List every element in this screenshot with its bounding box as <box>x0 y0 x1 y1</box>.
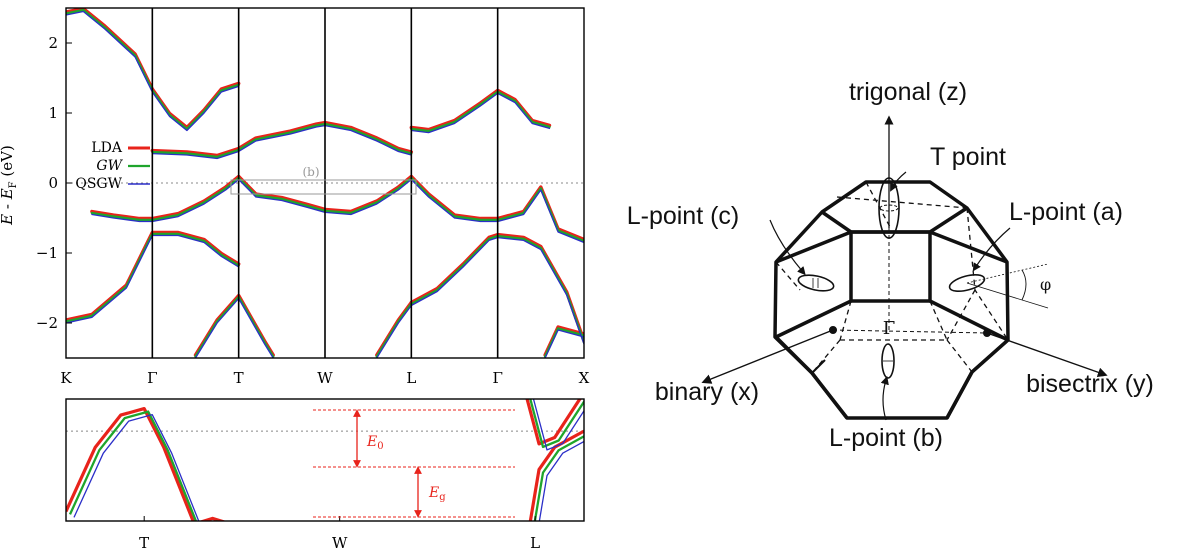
zoom-band-2-L-cond <box>532 399 584 451</box>
zoom-band-0-L-val <box>528 429 584 521</box>
zoom-panel: T W L E0 Eg <box>65 398 585 552</box>
zoom-band-2-T-hump <box>73 413 200 521</box>
brillouin-zone-diagram <box>701 115 1108 421</box>
legend-label-gw: GW <box>96 158 123 174</box>
l-point-a-ellipsoid <box>948 273 986 293</box>
band-gw-2 <box>90 176 240 222</box>
t-point-label: T point <box>930 143 1006 171</box>
e0-label: E0 <box>366 434 384 452</box>
t-point-ellipsoid <box>878 177 900 239</box>
band-gw-10 <box>375 302 413 358</box>
band-gw-9 <box>194 295 275 358</box>
band-gw-11 <box>543 327 584 358</box>
l-point-b-leader <box>880 375 889 421</box>
zoom-band-1-L-val <box>533 434 584 521</box>
y-axis-label: E - EF (eV) <box>0 145 19 226</box>
phi-label: φ <box>1040 275 1051 294</box>
bz-front-edge <box>821 206 968 234</box>
bz-lower-faces <box>811 359 986 374</box>
bisectrix-axis <box>986 332 1108 377</box>
binary-axis <box>701 329 834 384</box>
gamma-label: Γ <box>883 318 896 339</box>
zoom-frame <box>65 398 585 522</box>
band-gw-8 <box>410 90 551 133</box>
phi-arc <box>1021 269 1027 301</box>
zoom-band-1-L-cond <box>529 399 584 449</box>
bz-labels: trigonal (z) T point L-point (a) L-point… <box>627 78 1154 452</box>
band-gw-1 <box>66 232 240 323</box>
bz-edges <box>775 230 1009 342</box>
k-label-3: W <box>317 369 333 387</box>
l-point-c-ellipsoid <box>797 274 835 292</box>
band-lda-2 <box>90 174 241 221</box>
inset-region-box <box>230 179 417 195</box>
zoom-k-label-2: L <box>530 534 540 552</box>
band-qsgw-11 <box>544 329 584 358</box>
binary-point <box>829 326 837 334</box>
band-qsgw-2 <box>91 178 240 223</box>
y-tick-label-3: −1 <box>36 244 58 262</box>
l-point-b-label: L-point (b) <box>829 424 943 452</box>
zoom-band-0-mid-hump <box>198 516 227 521</box>
l-point-c-leader <box>769 219 806 276</box>
band-lda-9 <box>193 293 275 357</box>
k-label-6: X <box>579 369 590 387</box>
phi-line-upper <box>966 263 1049 284</box>
t-point-leader <box>890 171 907 192</box>
trigonal-label: trigonal (z) <box>849 78 967 106</box>
zoom-band-0-T-hump <box>66 407 195 521</box>
band-qsgw-1 <box>66 234 240 324</box>
bz-hidden-edges <box>775 181 1009 374</box>
phi-line-lower <box>966 282 1049 309</box>
zoom-k-label-1: W <box>332 534 348 552</box>
k-label-1: Γ <box>147 369 157 387</box>
legend-label-lda: LDA <box>91 140 123 156</box>
zoom-band-0-L-cond <box>525 399 582 446</box>
eg-label: Eg <box>428 485 446 503</box>
band-lda-8 <box>409 88 552 132</box>
l-point-a-label: L-point (a) <box>1009 198 1123 226</box>
k-label-2: T <box>234 369 244 387</box>
legend-label-qsgw: QSGW <box>75 176 122 192</box>
in-plane-axis <box>832 329 988 334</box>
bz-square-face <box>849 230 932 303</box>
binary-label: binary (x) <box>655 378 759 406</box>
k-label-5: Γ <box>492 369 502 387</box>
band-gw-3 <box>151 148 240 159</box>
band-qsgw-3 <box>151 150 240 160</box>
k-label-0: K <box>60 369 72 387</box>
y-tick-label-0: 2 <box>48 34 58 52</box>
l-point-c-label: L-point (c) <box>627 202 740 230</box>
zoom-band-2-mid-hump <box>191 524 250 533</box>
bisectrix-label: bisectrix (y) <box>1026 370 1154 398</box>
zoom-band-2-L-val <box>538 440 584 521</box>
zoom-band-1-mid-hump <box>213 520 220 521</box>
band-qsgw-8 <box>410 92 551 134</box>
band-gw-0 <box>66 8 240 131</box>
zoom-band-1-T-hump <box>68 410 198 521</box>
band-qsgw-10 <box>376 304 412 358</box>
inset-region-label: (b) <box>302 165 319 179</box>
zoom-k-label-0: T <box>139 534 149 552</box>
band-qsgw-0 <box>66 10 240 132</box>
l-point-a-leader <box>972 227 1011 272</box>
t-point-ring <box>879 204 899 212</box>
bisectrix-point <box>983 329 991 337</box>
band-qsgw-9 <box>194 297 274 358</box>
y-tick-label-4: −2 <box>36 314 58 332</box>
y-tick-label-2: 0 <box>48 174 58 192</box>
y-tick-label-1: 1 <box>48 104 58 122</box>
legend: LDA GW QSGW <box>75 140 150 192</box>
k-label-4: L <box>406 369 416 387</box>
band-lda-3 <box>150 146 241 158</box>
